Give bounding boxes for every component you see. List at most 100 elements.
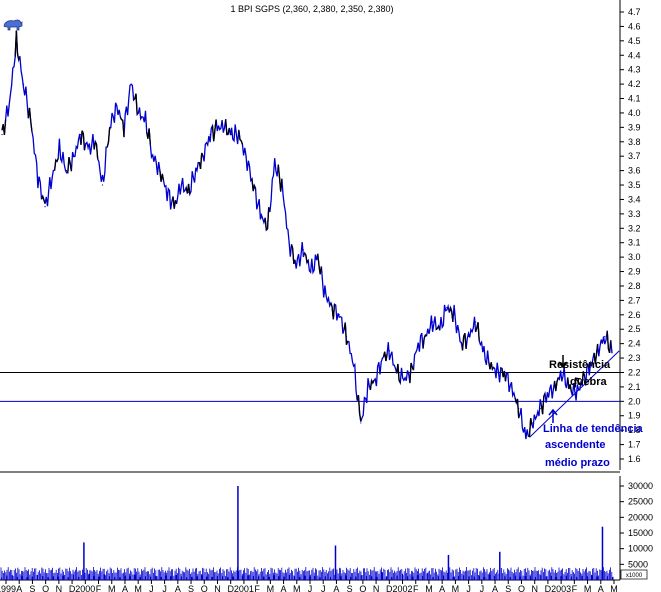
price-tick-label: 1.8 bbox=[628, 425, 641, 435]
volume-bar bbox=[16, 576, 18, 580]
price-point bbox=[252, 184, 254, 186]
volume-bar bbox=[165, 575, 167, 580]
trend-arrow-icon bbox=[548, 408, 558, 423]
volume-bar bbox=[108, 576, 111, 580]
chart-title: 1 BPI SGPS (2,360, 2,380, 2,350, 2,380) bbox=[230, 4, 393, 14]
volume-bars bbox=[0, 486, 614, 580]
price-segment bbox=[15, 30, 19, 54]
price-tick-label: 2.9 bbox=[628, 267, 641, 277]
time-tick-label: A bbox=[598, 584, 604, 592]
price-segment bbox=[227, 127, 230, 135]
time-tick-label: M bbox=[584, 584, 592, 592]
price-segment bbox=[16, 53, 20, 61]
volume-bar bbox=[93, 575, 95, 580]
volume-bar bbox=[499, 551, 501, 580]
volume-bar bbox=[314, 575, 316, 580]
time-tick-label: O bbox=[201, 584, 208, 592]
price-point bbox=[496, 371, 498, 374]
price-point bbox=[223, 126, 226, 128]
price-segment bbox=[277, 164, 281, 178]
volume-bar bbox=[309, 576, 311, 580]
price-point bbox=[345, 335, 348, 338]
price-tick-label: 3.7 bbox=[628, 151, 641, 161]
price-segment bbox=[410, 362, 413, 368]
volume-bar bbox=[201, 575, 203, 580]
price-point bbox=[109, 126, 111, 128]
time-tick-label: J bbox=[466, 584, 471, 592]
volume-bar bbox=[350, 576, 352, 580]
price-point bbox=[144, 119, 147, 121]
price-tick-label: 2.4 bbox=[628, 339, 641, 349]
price-tick-label: 2.6 bbox=[628, 310, 641, 320]
price-point bbox=[58, 148, 61, 150]
price-segment bbox=[80, 130, 83, 145]
price-tick-label: 3.9 bbox=[628, 122, 641, 132]
price-point bbox=[180, 184, 183, 186]
price-point bbox=[159, 170, 161, 172]
time-tick-label: 1999 bbox=[0, 584, 16, 592]
price-segment bbox=[199, 152, 203, 169]
price-tick-label: 1.9 bbox=[628, 411, 641, 421]
price-point bbox=[611, 350, 613, 352]
price-segment bbox=[42, 195, 45, 201]
price-segment bbox=[569, 384, 572, 392]
price-point bbox=[288, 242, 290, 244]
time-tick-label: D bbox=[545, 584, 552, 592]
price-segment bbox=[82, 133, 86, 151]
price-segment bbox=[264, 217, 267, 231]
price-segment bbox=[201, 152, 204, 157]
price-point bbox=[482, 350, 484, 352]
time-tick-label: A bbox=[333, 584, 339, 592]
price-tick-label: 4.5 bbox=[628, 36, 641, 46]
annotation-text: ascendente bbox=[545, 439, 606, 451]
price-segment bbox=[135, 93, 138, 115]
price-point bbox=[510, 386, 513, 388]
price-point bbox=[65, 170, 68, 172]
price-point bbox=[604, 335, 606, 338]
volume-bar bbox=[273, 575, 275, 580]
time-tick-label: A bbox=[175, 584, 181, 592]
volume-bar bbox=[422, 575, 424, 580]
price-segment bbox=[477, 322, 480, 341]
price-point bbox=[503, 371, 505, 374]
price-tick-label: 1.7 bbox=[628, 440, 641, 450]
price-point bbox=[80, 133, 82, 136]
price-segment bbox=[411, 366, 415, 371]
price-tick-label: 2.1 bbox=[628, 382, 641, 392]
volume-bar bbox=[180, 576, 183, 580]
price-segment bbox=[357, 395, 361, 414]
price-segment bbox=[28, 107, 32, 122]
price-segment bbox=[106, 141, 110, 148]
price-segment bbox=[253, 185, 257, 189]
time-tick-label: D bbox=[69, 584, 76, 592]
price-point bbox=[396, 371, 398, 374]
price-segment bbox=[213, 129, 216, 142]
time-tick-label: A bbox=[16, 584, 22, 592]
time-tick-label: M bbox=[425, 584, 433, 592]
price-segment bbox=[330, 302, 333, 308]
time-tick-label: F bbox=[572, 584, 578, 592]
price-point bbox=[8, 105, 10, 107]
price-tick-label: 4.2 bbox=[628, 79, 641, 89]
volume-bar bbox=[185, 577, 188, 580]
time-tick-label: N bbox=[214, 584, 221, 592]
price-point bbox=[597, 350, 599, 352]
price-point bbox=[374, 379, 376, 381]
price-point bbox=[266, 227, 269, 229]
price-tick-label: 3.6 bbox=[628, 166, 641, 176]
price-tick-label: 4.0 bbox=[628, 108, 641, 118]
volume-bar bbox=[586, 576, 588, 580]
volume-bar bbox=[606, 576, 609, 580]
price-axis-ticks: 4.7 4.6 4.5 4.4 4.3 4.2 4.1 4.0 3.9 3.8 3.7 3.6 3.5 3… bbox=[620, 7, 641, 464]
price-tick-label: 3.3 bbox=[628, 209, 641, 219]
price-tick-label: 4.7 bbox=[628, 7, 641, 17]
trendline bbox=[529, 350, 620, 438]
volume-bar bbox=[1, 577, 3, 580]
price-point bbox=[274, 162, 276, 165]
time-tick-label: J bbox=[162, 584, 167, 592]
price-tick-label: 4.3 bbox=[628, 65, 641, 75]
volume-bar bbox=[334, 545, 337, 580]
price-segment bbox=[225, 119, 228, 135]
price-point bbox=[245, 155, 247, 157]
price-point bbox=[410, 371, 412, 374]
